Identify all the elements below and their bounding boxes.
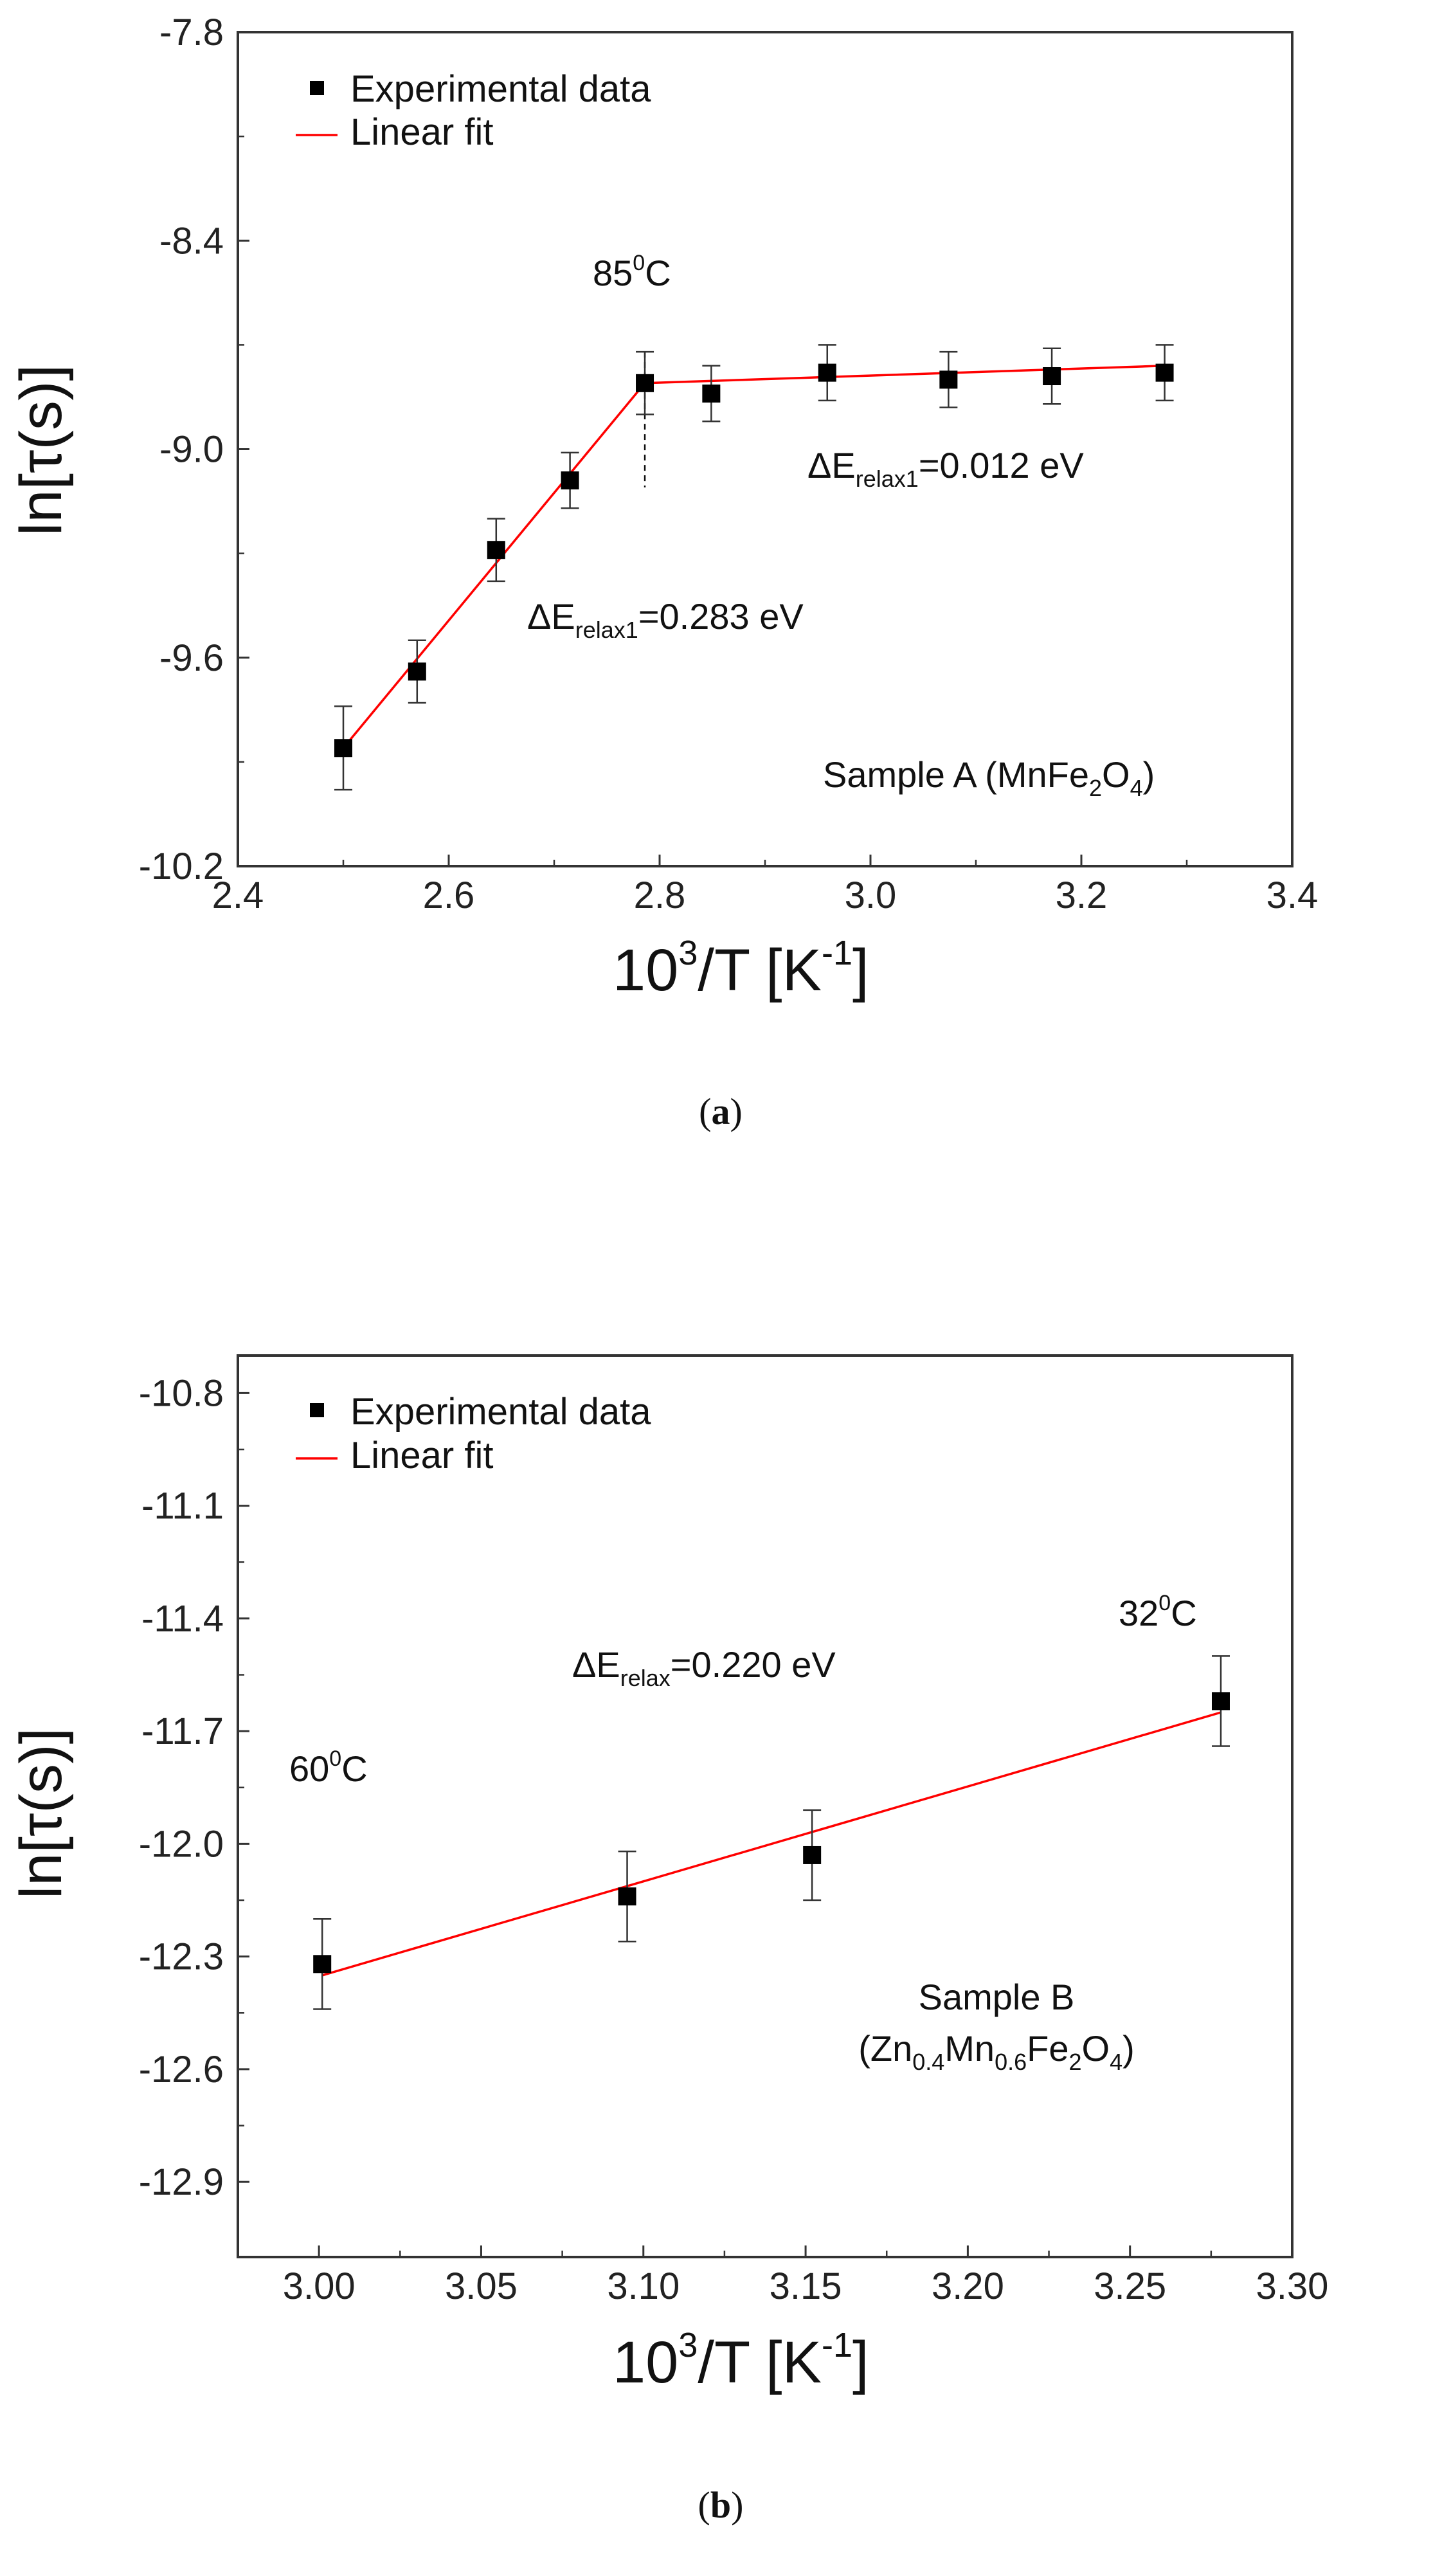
fit-line: [644, 365, 1165, 385]
panel-a-caption: (a): [699, 1091, 743, 1132]
data-point: [939, 370, 958, 389]
x-tick-label: 3.20: [932, 2265, 1004, 2307]
panel-b-fits: [321, 1711, 1221, 1977]
data-point: [1043, 367, 1061, 386]
y-tick-label: -11.7: [141, 1710, 224, 1752]
data-point: [408, 662, 426, 681]
x-tick-label: 3.00: [283, 2265, 356, 2307]
y-tick-label: -7.8: [159, 12, 224, 53]
y-tick-label: -9.6: [159, 637, 224, 679]
data-point: [636, 374, 654, 392]
x-tick-label: 3.2: [1056, 875, 1108, 916]
x-tick-label: 3.0: [845, 875, 897, 916]
panel-a-plot-frame: [237, 31, 1293, 867]
data-point: [818, 363, 836, 382]
panel-a: 2.4 2.6 2.8 3.0 3.2 3.4-7.8-8.4-9.0-9.6-10.2 …: [8, 12, 1318, 1132]
data-point: [334, 739, 352, 757]
panel-a-sample-label: Sample A (MnFe2O4): [823, 754, 1155, 801]
panel-a-energy-label-1: ΔErelax1=0.012 eV: [807, 445, 1084, 492]
x-tick-label: 3.10: [607, 2265, 680, 2307]
y-tick-label: -10.2: [139, 846, 224, 887]
panel-b-x-axis-title: 103/T [K-1]: [613, 2326, 869, 2395]
data-point: [702, 385, 721, 403]
panel-b-32c-label: 320C: [1119, 1591, 1197, 1633]
y-tick-label: -10.8: [139, 1372, 224, 1414]
x-tick-label: 2.6: [423, 875, 475, 916]
panel-b-y-axis-title: ln[τ(s)]: [8, 1728, 74, 1899]
y-tick-label: -11.1: [141, 1485, 224, 1527]
panel-b-plot-frame: [237, 1354, 1293, 2258]
panel-b: 3.00 3.05 3.10 3.15 3.20 3.25 3.30 -10.8 -11.1 -1…: [8, 1354, 1329, 2526]
data-point: [803, 1846, 822, 1864]
x-tick-label: 3.30: [1256, 2265, 1329, 2307]
y-tick-label: -9.0: [159, 429, 224, 471]
panel-b-sample-label-line2: (Zn0.4Mn0.6Fe2O4): [858, 2028, 1135, 2075]
legend-b-fit-label: Linear fit: [350, 1435, 493, 1476]
data-point: [1155, 363, 1174, 382]
y-tick-label: -8.4: [159, 220, 224, 262]
panel-b-caption: (b): [698, 2484, 744, 2526]
panel-a-x-axis-title: 103/T [K-1]: [613, 934, 869, 1003]
x-tick-label: 3.05: [445, 2265, 518, 2307]
legend-b-data-label: Experimental data: [350, 1391, 651, 1433]
x-tick-label: 2.8: [634, 875, 686, 916]
panel-b-60c-label: 600C: [289, 1746, 368, 1789]
panel-a-energy-label-2: ΔErelax1=0.283 eV: [527, 596, 804, 643]
legend-a-marker: [310, 81, 324, 95]
y-tick-label: -12.9: [139, 2161, 224, 2203]
panel-a-y-axis-title: ln[τ(s)]: [8, 365, 74, 536]
panel-a-grid-ticks: 2.4 2.6 2.8 3.0 3.2 3.4 -7.8 -8.4 -9.0 -9.6 -10.2: [139, 12, 1319, 916]
y-tick-label: -12.3: [139, 1936, 224, 1978]
panel-b-points: [313, 1655, 1230, 2010]
x-tick-label: 2.4: [212, 875, 264, 916]
legend-b-marker: [310, 1403, 324, 1417]
x-tick-label: 3.25: [1094, 2265, 1166, 2307]
data-point: [487, 541, 505, 559]
data-point: [618, 1887, 636, 1906]
legend-a-fit-label: Linear fit: [350, 111, 493, 153]
panel-b-grid-ticks: 3.00 3.05 3.10 3.15 3.20 3.25 3.30 -10.8 -11.1 -1…: [139, 1372, 1329, 2307]
panel-a-85c-label: 850C: [593, 251, 671, 293]
y-tick-label: -11.4: [141, 1598, 224, 1640]
data-point: [1211, 1692, 1230, 1710]
data-point: [313, 1955, 332, 1973]
panel-a-legend: Experimental data Linear fit: [296, 68, 651, 153]
fit-line: [342, 382, 646, 749]
legend-a-data-label: Experimental data: [350, 68, 651, 110]
fit-line: [321, 1711, 1221, 1977]
y-tick-label: -12.6: [139, 2049, 224, 2091]
panel-a-points: [334, 344, 1174, 791]
panel-b-sample-label-line1: Sample B: [919, 1977, 1075, 2017]
y-tick-label: -12.0: [139, 1823, 224, 1865]
panel-a-fits: [342, 365, 1165, 749]
data-point: [561, 471, 579, 490]
panel-b-energy-label: ΔErelax=0.220 eV: [572, 1644, 836, 1691]
panel-b-legend: Experimental data Linear fit: [296, 1391, 651, 1476]
x-tick-label: 3.4: [1266, 875, 1319, 916]
x-tick-label: 3.15: [770, 2265, 842, 2307]
